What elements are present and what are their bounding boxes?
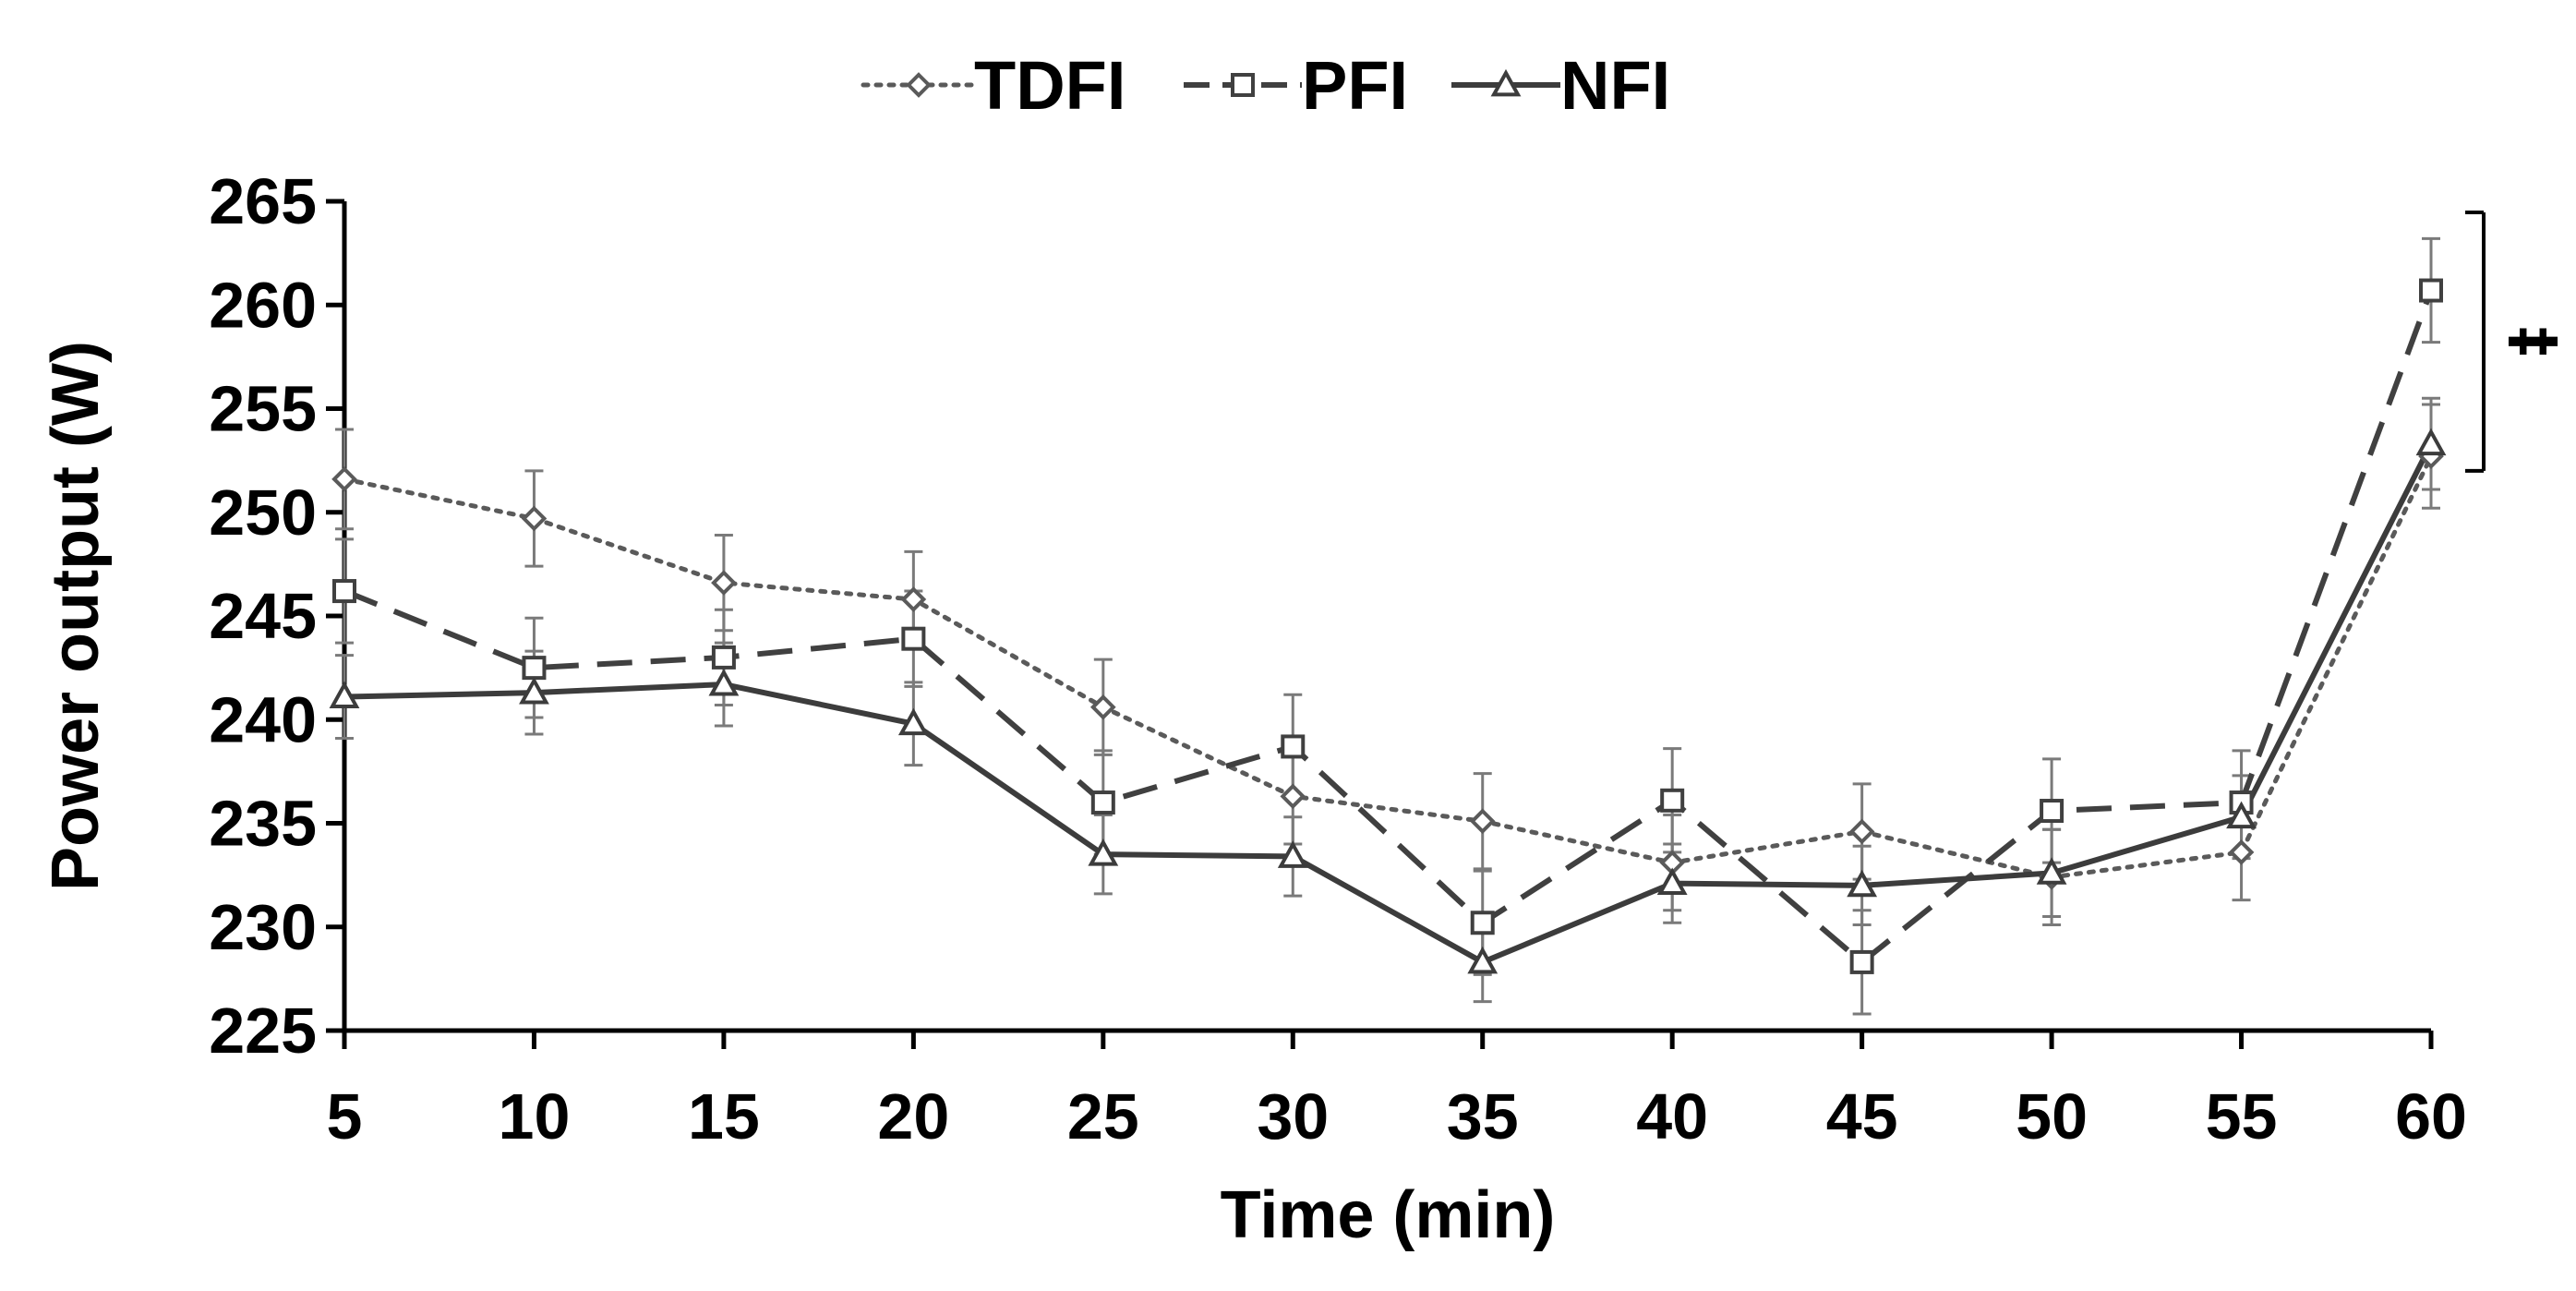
tdfi-point bbox=[1848, 818, 1875, 845]
y-axis: 225 230 235 240 245 250 255 260 265 bbox=[209, 165, 347, 1067]
pfi-point bbox=[1470, 911, 1495, 935]
pfi-line bbox=[343, 289, 2434, 965]
nfi-point bbox=[1656, 867, 1688, 896]
y-tick-label: 260 bbox=[209, 269, 317, 341]
x-tick-label: 20 bbox=[877, 1080, 949, 1152]
tdfi-point bbox=[1469, 808, 1496, 835]
tdfi-point bbox=[521, 505, 548, 532]
legend-marker bbox=[906, 72, 932, 98]
y-tick-label: 240 bbox=[209, 683, 317, 755]
x-tick-label: 30 bbox=[1257, 1080, 1329, 1152]
tdfi-point bbox=[331, 466, 357, 492]
y-tick-label: 265 bbox=[209, 165, 317, 237]
x-tick-label: 35 bbox=[1447, 1080, 1519, 1152]
x-tick-label: 10 bbox=[499, 1080, 571, 1152]
y-tick-label: 230 bbox=[209, 891, 317, 963]
legend-label: PFI bbox=[1302, 47, 1408, 124]
x-tick-label: 55 bbox=[2206, 1080, 2278, 1152]
tdfi-point bbox=[900, 586, 927, 612]
y-tick-label: 245 bbox=[209, 580, 317, 652]
legend-item-nfi: NFI bbox=[1451, 47, 1670, 124]
nfi-line bbox=[343, 442, 2434, 965]
x-tick-label: 25 bbox=[1067, 1080, 1139, 1152]
pfi-point bbox=[2419, 278, 2443, 303]
series-markers bbox=[329, 278, 2447, 974]
nfi-point bbox=[897, 707, 929, 736]
nfi-point bbox=[2415, 428, 2447, 456]
nfi-point bbox=[1277, 840, 1308, 868]
x-axis-title: Time (min) bbox=[1221, 1178, 1556, 1252]
y-tick-label: 250 bbox=[209, 477, 317, 549]
y-tick-label: 235 bbox=[209, 788, 317, 860]
nfi-point bbox=[2036, 857, 2067, 885]
series-lines bbox=[342, 289, 2434, 965]
nfi-point bbox=[1467, 946, 1499, 974]
legend-item-pfi: PFI bbox=[1184, 47, 1408, 124]
nfi-point bbox=[519, 676, 549, 705]
legend-item-tdfi: TDFI bbox=[861, 47, 1125, 124]
nfi-point bbox=[2226, 801, 2257, 829]
x-tick-label: 45 bbox=[1826, 1080, 1898, 1152]
tdfi-line bbox=[342, 453, 2434, 880]
y-axis-title: Power output (W) bbox=[39, 341, 113, 891]
pfi-point bbox=[1090, 790, 1115, 815]
annotations: ‡ bbox=[2465, 211, 2568, 473]
legend: TDFI PFI NFI bbox=[861, 47, 1670, 124]
pfi-point bbox=[711, 645, 736, 670]
y-tick-label: 255 bbox=[209, 373, 317, 445]
x-tick-label: 5 bbox=[327, 1080, 363, 1152]
y-tick-label: 225 bbox=[209, 995, 317, 1067]
pfi-point bbox=[522, 656, 547, 681]
pfi-point bbox=[1849, 949, 1874, 974]
tdfi-point bbox=[711, 570, 737, 596]
tdfi-point bbox=[1280, 783, 1306, 810]
significance-bracket: ‡ bbox=[2465, 211, 2568, 473]
x-axis: 5 10 15 20 25 30 35 40 45 50 55 60 bbox=[327, 1028, 2467, 1152]
tdfi-point bbox=[2228, 839, 2255, 865]
pfi-point bbox=[332, 579, 356, 604]
nfi-point bbox=[1088, 839, 1119, 866]
legend-label: TDFI bbox=[974, 47, 1125, 124]
error-bars bbox=[335, 236, 2440, 1016]
legend-marker bbox=[1231, 73, 1255, 97]
significance-symbol: ‡ bbox=[2499, 327, 2568, 356]
x-tick-label: 50 bbox=[2016, 1080, 2088, 1152]
x-tick-label: 40 bbox=[1636, 1080, 1708, 1152]
legend-label: NFI bbox=[1560, 47, 1670, 124]
nfi-point bbox=[329, 681, 360, 708]
x-tick-label: 15 bbox=[688, 1080, 760, 1152]
pfi-point bbox=[1660, 788, 1685, 813]
tdfi-point bbox=[1089, 694, 1116, 720]
nfi-point bbox=[708, 668, 740, 696]
pfi-point bbox=[1281, 734, 1306, 759]
legend-marker bbox=[1490, 68, 1522, 97]
pfi-point bbox=[2040, 799, 2064, 824]
x-tick-label: 60 bbox=[2395, 1080, 2467, 1152]
nfi-point bbox=[1847, 869, 1878, 898]
pfi-point bbox=[901, 626, 926, 651]
